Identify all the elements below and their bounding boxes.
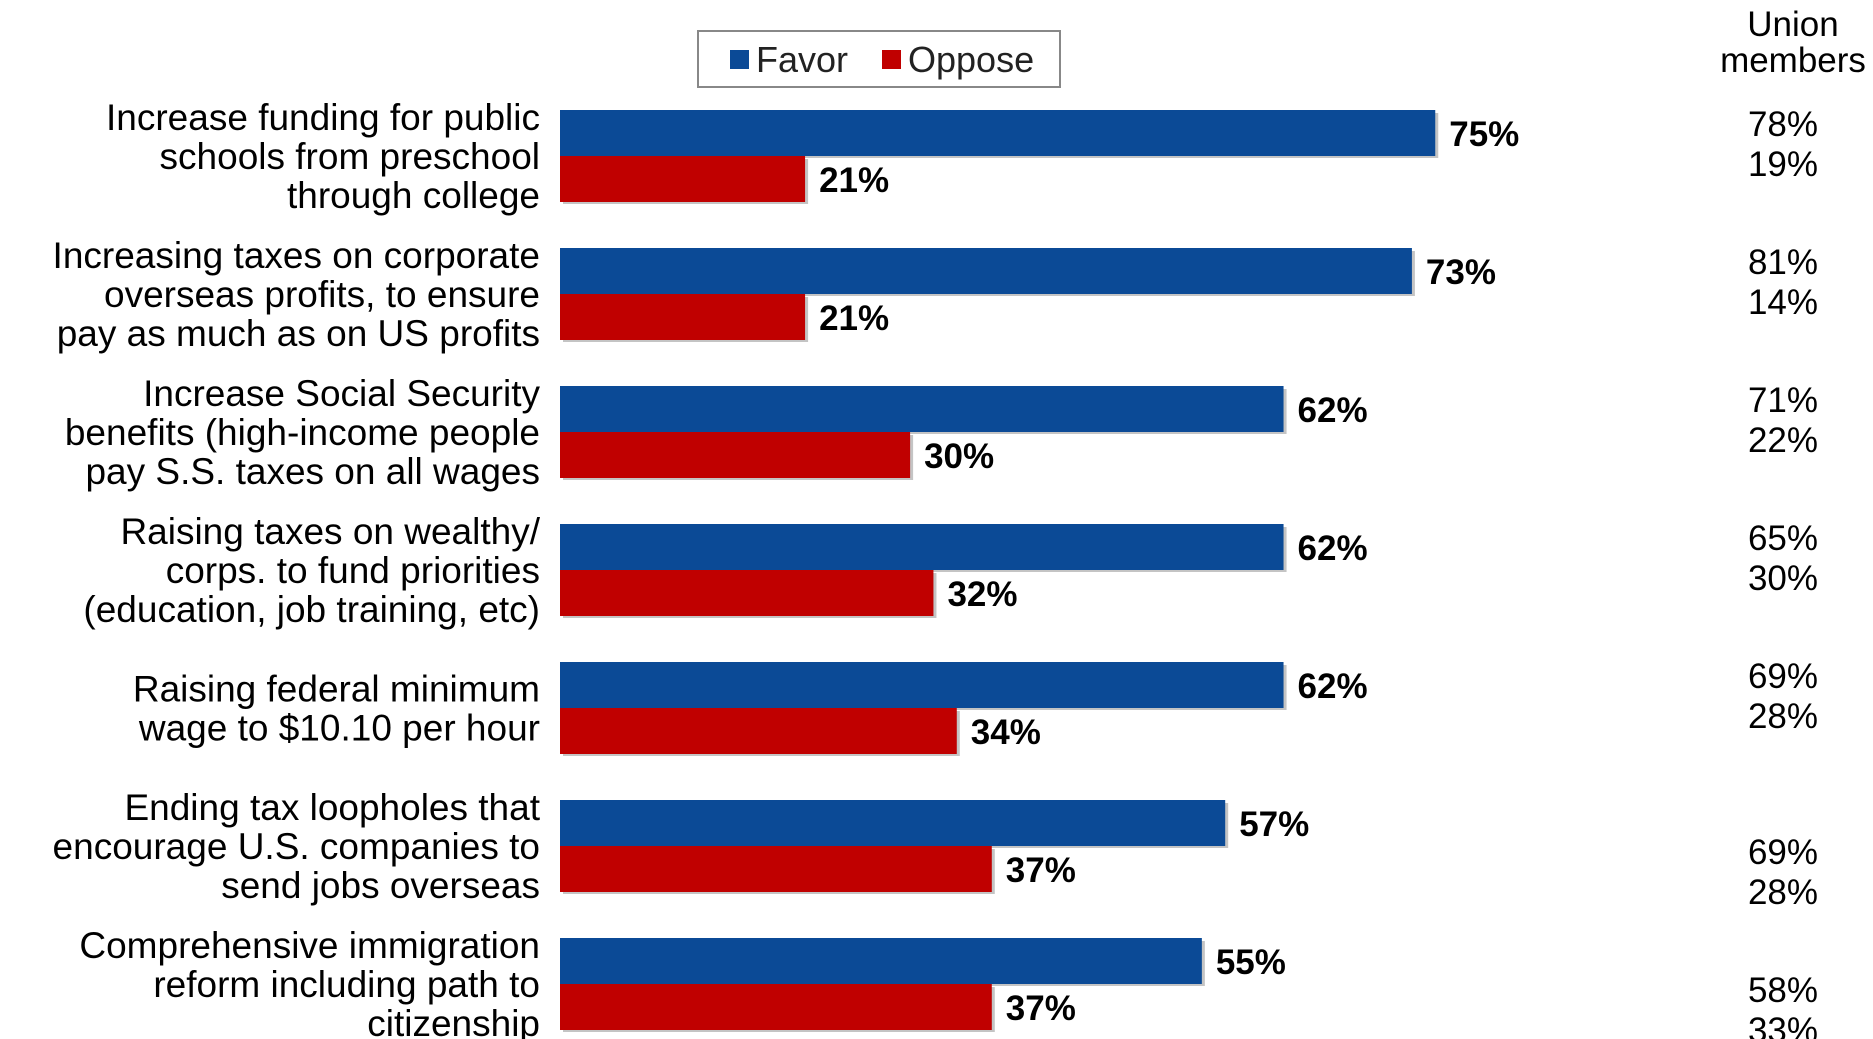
- category-label: send jobs overseas: [221, 865, 540, 906]
- category-label: encourage U.S. companies to: [53, 826, 540, 867]
- value-label-oppose: 32%: [947, 575, 1017, 614]
- value-label-oppose: 30%: [924, 437, 994, 476]
- bar-oppose: [560, 570, 934, 616]
- category-label: corps. to fund priorities: [166, 550, 540, 591]
- value-label-oppose: 34%: [971, 713, 1041, 752]
- bar-favor: [560, 110, 1436, 156]
- union-favor-value: 71%: [1748, 381, 1818, 420]
- value-label-oppose: 37%: [1006, 851, 1076, 890]
- bar-oppose: [560, 846, 992, 892]
- legend-box: [697, 30, 1061, 88]
- union-oppose-value: 33%: [1748, 1011, 1818, 1039]
- union-favor-value: 69%: [1748, 657, 1818, 696]
- value-label-favor: 62%: [1298, 529, 1368, 568]
- union-header-line-1: Union: [1747, 5, 1838, 44]
- category-label: (education, job training, etc): [83, 589, 540, 630]
- union-oppose-value: 14%: [1748, 283, 1818, 322]
- category-label: pay S.S. taxes on all wages: [85, 451, 540, 492]
- union-members-header: Union members: [1720, 5, 1866, 80]
- value-label-oppose: 21%: [819, 299, 889, 338]
- legend: Favor Oppose: [697, 30, 1061, 88]
- union-oppose-value: 28%: [1748, 697, 1818, 736]
- category-label: Increase funding for public: [106, 97, 540, 138]
- union-oppose-value: 30%: [1748, 559, 1818, 598]
- union-favor-value: 81%: [1748, 243, 1818, 282]
- category-label: schools from preschool: [160, 136, 540, 177]
- value-label-favor: 57%: [1239, 805, 1309, 844]
- bar-favor: [560, 248, 1412, 294]
- legend-label-oppose: Oppose: [908, 39, 1034, 80]
- value-label-favor: 75%: [1449, 115, 1519, 154]
- union-oppose-value: 19%: [1748, 145, 1818, 184]
- union-favor-value: 65%: [1748, 519, 1818, 558]
- value-label-favor: 62%: [1298, 391, 1368, 430]
- bar-oppose: [560, 708, 957, 754]
- category-label: pay as much as on US profits: [57, 313, 540, 354]
- bar-favor: [560, 800, 1226, 846]
- value-label-favor: 73%: [1426, 253, 1496, 292]
- union-favor-value: 78%: [1748, 105, 1818, 144]
- category-label: Increasing taxes on corporate: [53, 235, 540, 276]
- legend-label-favor: Favor: [756, 39, 848, 80]
- category-label: overseas profits, to ensure: [104, 274, 540, 315]
- category-label: wage to $10.10 per hour: [138, 708, 540, 749]
- category-label: citizenship: [367, 1003, 540, 1039]
- bar-favor: [560, 938, 1202, 984]
- bar-favor: [560, 524, 1284, 570]
- legend-swatch-oppose: [882, 50, 901, 69]
- union-favor-value: 58%: [1748, 971, 1818, 1010]
- union-oppose-value: 28%: [1748, 873, 1818, 912]
- union-oppose-value: 22%: [1748, 421, 1818, 460]
- bar-oppose: [560, 432, 911, 478]
- bar-oppose: [560, 294, 806, 340]
- legend-swatch-favor: [730, 50, 749, 69]
- value-label-favor: 55%: [1216, 943, 1286, 982]
- value-label-oppose: 37%: [1006, 989, 1076, 1028]
- category-label: Ending tax loopholes that: [124, 787, 540, 828]
- union-favor-value: 69%: [1748, 833, 1818, 872]
- value-label-favor: 62%: [1298, 667, 1368, 706]
- category-label: Comprehensive immigration: [79, 925, 540, 966]
- category-label: through college: [287, 175, 540, 216]
- bar-oppose: [560, 984, 992, 1030]
- bar-oppose: [560, 156, 806, 202]
- union-header-line-2: members: [1720, 41, 1866, 80]
- category-label: reform including path to: [153, 964, 540, 1005]
- category-label: Increase Social Security: [143, 373, 540, 414]
- value-label-oppose: 21%: [819, 161, 889, 200]
- bar-favor: [560, 662, 1284, 708]
- category-label: Raising federal minimum: [133, 669, 540, 710]
- bar-favor: [560, 386, 1284, 432]
- category-label: benefits (high-income people: [65, 412, 540, 453]
- category-label: Raising taxes on wealthy/: [120, 511, 540, 552]
